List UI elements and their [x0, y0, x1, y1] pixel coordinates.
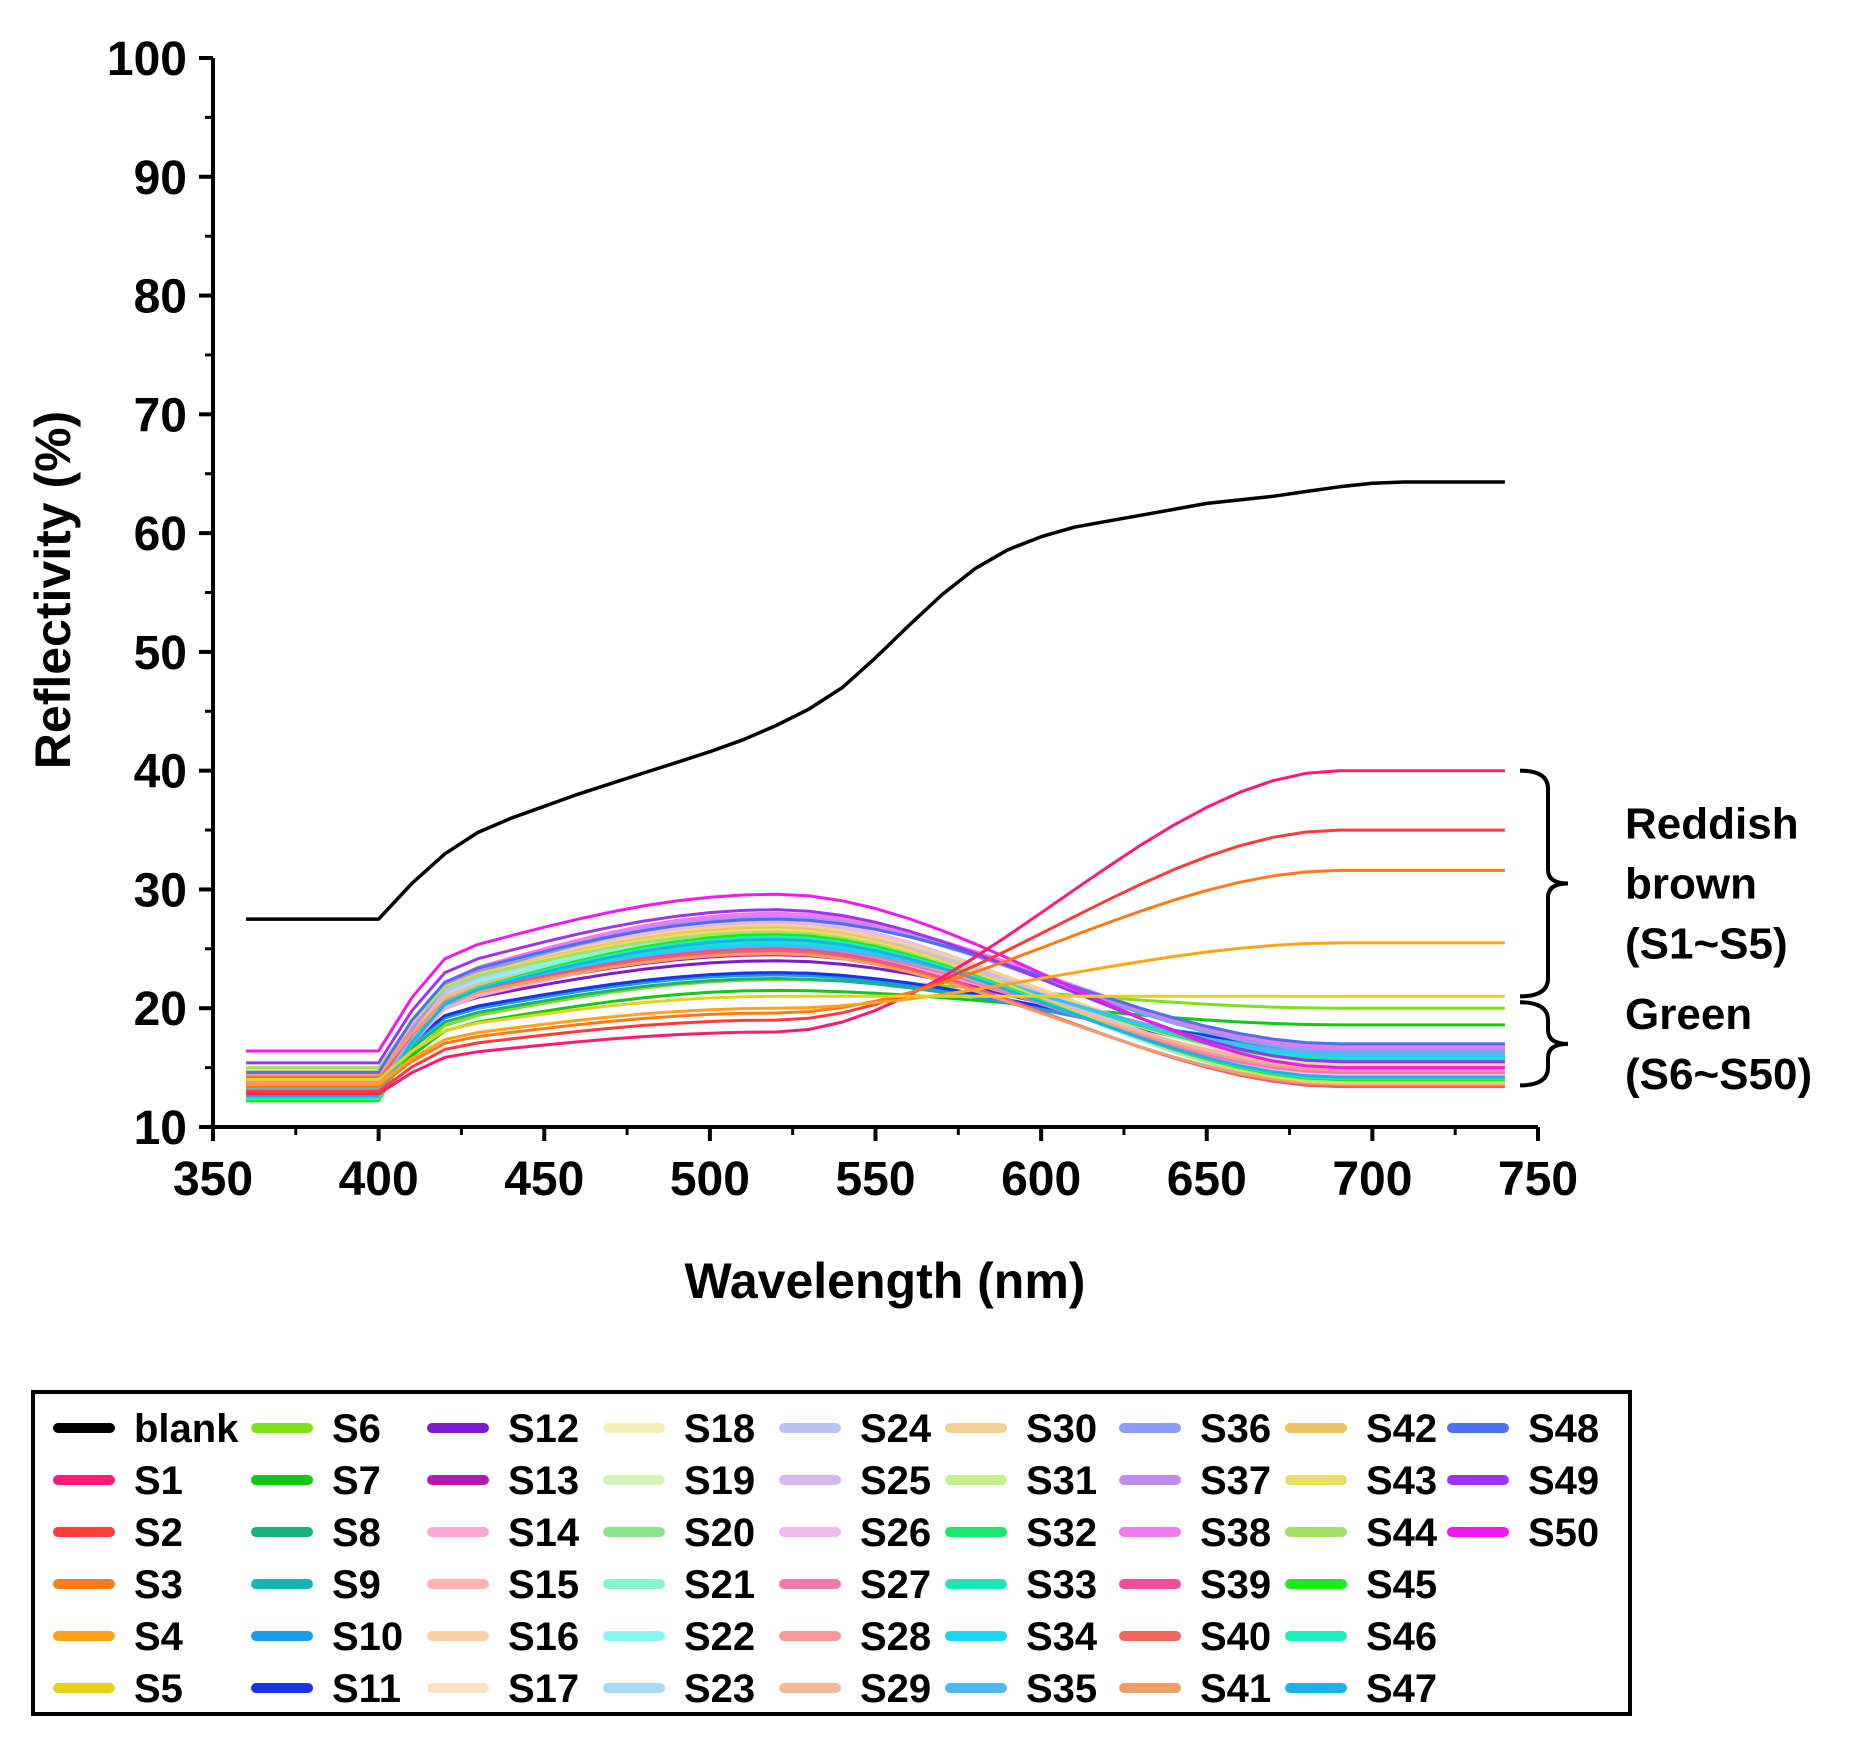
legend-label: S43: [1366, 1459, 1437, 1503]
legend-label: S45: [1366, 1563, 1437, 1607]
y-tick-label: 10: [134, 1102, 187, 1155]
y-tick-label: 90: [134, 152, 187, 205]
legend-label: S39: [1200, 1563, 1271, 1607]
legend-label: S28: [860, 1615, 931, 1659]
legend-label: S48: [1528, 1407, 1599, 1451]
y-axis-label: Reflectivity (%): [25, 411, 81, 769]
legend-label: S4: [134, 1615, 184, 1659]
legend-label: S16: [508, 1615, 579, 1659]
legend-label: S20: [684, 1511, 755, 1555]
legend-label: S9: [332, 1563, 381, 1607]
legend-label: S1: [134, 1459, 183, 1503]
series-line-s48: [246, 917, 1505, 1074]
series-line-s47: [246, 937, 1505, 1098]
series-line-s49: [246, 908, 1505, 1065]
x-tick-label: 400: [339, 1153, 419, 1206]
legend-label: S3: [134, 1563, 183, 1607]
y-tick-label: 100: [107, 33, 187, 86]
axes: 10 20 30 40 50 60 70 80 90 100 350 400 450 500 550 600 6…: [107, 33, 1578, 1206]
legend-label: S14: [508, 1511, 580, 1555]
legend-label: S5: [134, 1667, 183, 1711]
y-tick-label: 20: [134, 983, 187, 1036]
legend-label: S36: [1200, 1407, 1271, 1451]
annotation-label: (S6~S50): [1625, 1050, 1812, 1099]
annotation-brace: [1519, 1000, 1569, 1088]
series-line-s4: [246, 941, 1505, 1086]
x-axis-label: Wavelength (nm): [685, 1253, 1086, 1309]
annotation-label: brown: [1625, 860, 1757, 909]
legend-label: S38: [1200, 1511, 1271, 1555]
legend-label: S22: [684, 1615, 755, 1659]
legend-label: blank: [134, 1407, 239, 1451]
x-tick-label: 750: [1498, 1153, 1578, 1206]
series-line-s37: [246, 914, 1505, 1086]
legend-label: S35: [1026, 1667, 1097, 1711]
legend-label: S29: [860, 1667, 931, 1711]
x-tick-label: 500: [670, 1153, 750, 1206]
series-line-s1: [246, 769, 1505, 1096]
y-tick-label: 50: [134, 627, 187, 680]
y-tick-label: 60: [134, 508, 187, 561]
y-tick-label: 70: [134, 389, 187, 442]
legend-label: S42: [1366, 1407, 1437, 1451]
legend-label: S12: [508, 1407, 579, 1451]
x-tick-label: 450: [504, 1153, 584, 1206]
annotation-label: Reddish: [1625, 800, 1799, 849]
legend-label: S21: [684, 1563, 755, 1607]
annotations: Reddish brown (S1~S5) Green (S6~S50): [1519, 768, 1812, 1099]
legend-label: S32: [1026, 1511, 1097, 1555]
series-line-s50: [246, 892, 1505, 1070]
legend-label: S2: [134, 1511, 183, 1555]
legend-label: S50: [1528, 1511, 1599, 1555]
legend-label: S47: [1366, 1667, 1437, 1711]
y-tick-label: 30: [134, 864, 187, 917]
series-line-s3: [246, 868, 1505, 1089]
legend-label: S46: [1366, 1615, 1437, 1659]
legend-label: S40: [1200, 1615, 1271, 1659]
y-tick-label: 40: [134, 746, 187, 799]
x-tick-label: 600: [1001, 1153, 1081, 1206]
legend-label: S26: [860, 1511, 931, 1555]
legend-label: S31: [1026, 1459, 1097, 1503]
x-tick-label: 700: [1332, 1153, 1412, 1206]
legend-label: S23: [684, 1667, 755, 1711]
legend-label: S13: [508, 1459, 579, 1503]
series-line-blank: [246, 480, 1505, 921]
y-tick-label: 80: [134, 271, 187, 324]
legend-label: S10: [332, 1615, 403, 1659]
x-tick-label: 550: [835, 1153, 915, 1206]
annotation-label: Green: [1625, 990, 1752, 1039]
annotation-brace: [1519, 768, 1569, 999]
series-line-s5: [246, 994, 1505, 1081]
legend: blank S1 S2 S3 S4 S5 S6 S7 S8 S9 S10 S11 S12 S13 S14 S1…: [31, 1390, 1632, 1716]
legend-label: S7: [332, 1459, 381, 1503]
legend-label: S33: [1026, 1563, 1097, 1607]
legend-label: S44: [1366, 1511, 1438, 1555]
legend-label: S41: [1200, 1667, 1271, 1711]
legend-label: S19: [684, 1459, 755, 1503]
x-tick-label: 650: [1167, 1153, 1247, 1206]
legend-label: S37: [1200, 1459, 1271, 1503]
legend-label: S6: [332, 1407, 381, 1451]
legend-label: S15: [508, 1563, 579, 1607]
legend-label: S24: [860, 1407, 932, 1451]
legend-label: S17: [508, 1667, 579, 1711]
legend-label: S18: [684, 1407, 755, 1451]
annotation-label: (S1~S5): [1625, 920, 1788, 969]
series-line-s2: [246, 828, 1505, 1093]
legend-box: [31, 1390, 1632, 1716]
x-tick-label: 350: [173, 1153, 253, 1206]
legend-label: S25: [860, 1459, 931, 1503]
legend-label: S8: [332, 1511, 381, 1555]
legend-label: S27: [860, 1563, 931, 1607]
legend-label: S49: [1528, 1459, 1599, 1503]
legend-label: S30: [1026, 1407, 1097, 1451]
legend-label: S11: [332, 1667, 401, 1711]
legend-label: S34: [1026, 1615, 1098, 1659]
series-lines: [246, 480, 1505, 1103]
